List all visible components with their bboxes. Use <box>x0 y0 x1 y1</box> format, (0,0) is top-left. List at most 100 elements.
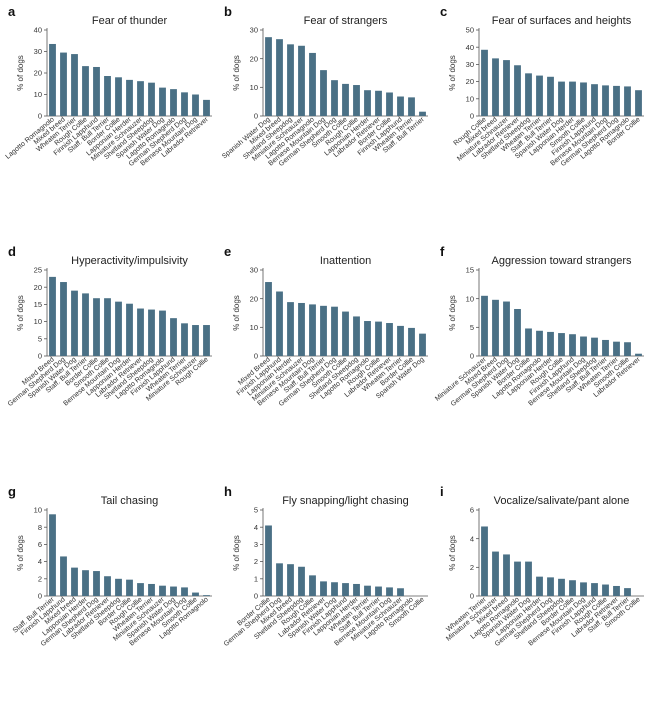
y-tick-label: 20 <box>250 54 258 63</box>
bar <box>635 353 642 356</box>
bar <box>320 305 327 356</box>
bar <box>320 70 327 116</box>
bar <box>82 293 89 356</box>
y-tick-label: 0 <box>38 592 42 601</box>
bar <box>613 585 620 596</box>
bar <box>104 576 111 596</box>
panel-letter: c <box>440 4 447 19</box>
bar <box>159 87 166 116</box>
bar <box>397 588 404 596</box>
chart-title: Aggression toward strangers <box>491 255 632 267</box>
bar <box>397 96 404 116</box>
y-tick-label: 25 <box>34 266 42 275</box>
bar <box>353 316 360 356</box>
bar <box>353 85 360 116</box>
chart-c: c Fear of surfaces and heights % of dogs 0 1… <box>440 4 644 168</box>
bar <box>93 571 100 596</box>
panel-a: a Fear of thunder% of dogs 0 10 20 30 40 Lagott… <box>2 0 218 239</box>
bar <box>591 84 598 116</box>
y-axis-label: % of dogs <box>232 295 241 331</box>
bar <box>49 276 56 356</box>
bar <box>192 325 199 356</box>
y-tick-label: 10 <box>34 317 42 326</box>
bar <box>276 563 283 596</box>
bar <box>624 86 631 116</box>
bar <box>265 282 272 356</box>
bar <box>60 52 67 116</box>
bar <box>287 564 294 596</box>
bar <box>613 85 620 116</box>
bar <box>104 76 111 116</box>
bar <box>569 81 576 116</box>
y-tick-label: 0 <box>470 352 474 361</box>
bar <box>353 583 360 596</box>
y-axis-label: % of dogs <box>448 535 457 571</box>
chart-title: Tail chasing <box>101 495 158 507</box>
y-tick-label: 8 <box>38 523 42 532</box>
bar <box>115 578 122 596</box>
y-tick-label: 20 <box>250 294 258 303</box>
y-tick-label: 10 <box>466 294 474 303</box>
bar <box>342 311 349 356</box>
chart-d: d Hyperactivity/impulsivity % of dogs 0 5 10 1… <box>7 244 212 408</box>
chart-h: h Fly snapping/light chasing % of dogs 0 1 2 3… <box>223 484 428 648</box>
bar <box>386 323 393 356</box>
bar <box>569 580 576 596</box>
bar <box>492 58 499 116</box>
bar <box>492 299 499 356</box>
bar <box>71 54 78 116</box>
panel-f: f Aggression toward strangers % of dogs 0 5 1… <box>434 240 650 479</box>
bar <box>126 579 133 596</box>
y-tick-label: 6 <box>38 540 42 549</box>
bar <box>503 301 510 356</box>
bar <box>419 111 426 116</box>
bar <box>397 325 404 356</box>
y-tick-label: 30 <box>250 266 258 275</box>
y-tick-label: 5 <box>470 323 474 332</box>
y-tick-label: 15 <box>34 300 42 309</box>
bar <box>408 327 415 356</box>
bar <box>276 291 283 356</box>
bar <box>320 581 327 596</box>
bar <box>93 66 100 116</box>
bar <box>148 82 155 116</box>
bar <box>276 39 283 116</box>
bar <box>82 570 89 596</box>
bar <box>192 94 199 116</box>
bar <box>525 73 532 116</box>
panel-g: g Tail chasing% of dogs 0 2 4 6 8 10 Staff. Bull… <box>2 480 218 719</box>
panel-letter: h <box>224 484 232 499</box>
y-tick-label: 10 <box>34 506 42 515</box>
y-tick-label: 0 <box>254 112 258 121</box>
y-tick-label: 1 <box>254 574 258 583</box>
bar <box>137 308 144 356</box>
y-axis-label: % of dogs <box>448 55 457 91</box>
bar <box>419 333 426 356</box>
bar <box>514 65 521 116</box>
bar <box>159 310 166 356</box>
bar <box>309 304 316 356</box>
y-tick-label: 0 <box>38 352 42 361</box>
panel-letter: f <box>440 244 445 259</box>
bar <box>536 330 543 356</box>
y-tick-label: 30 <box>250 26 258 35</box>
y-tick-label: 30 <box>34 47 42 56</box>
y-tick-label: 50 <box>466 26 474 35</box>
chart-title: Fear of surfaces and heights <box>492 15 632 27</box>
bar <box>181 92 188 116</box>
bar <box>525 328 532 356</box>
bar <box>558 578 565 596</box>
bar <box>536 75 543 116</box>
y-tick-label: 5 <box>38 334 42 343</box>
bar <box>203 595 210 596</box>
y-tick-label: 5 <box>254 506 258 515</box>
chart-i: i Vocalize/salivate/pant alone % of dogs 0 2… <box>440 484 644 648</box>
chart-title: Vocalize/salivate/pant alone <box>494 495 630 507</box>
y-axis-label: % of dogs <box>232 55 241 91</box>
panel-letter: g <box>8 484 16 499</box>
bar <box>591 337 598 356</box>
bar <box>298 302 305 356</box>
bar <box>71 567 78 596</box>
